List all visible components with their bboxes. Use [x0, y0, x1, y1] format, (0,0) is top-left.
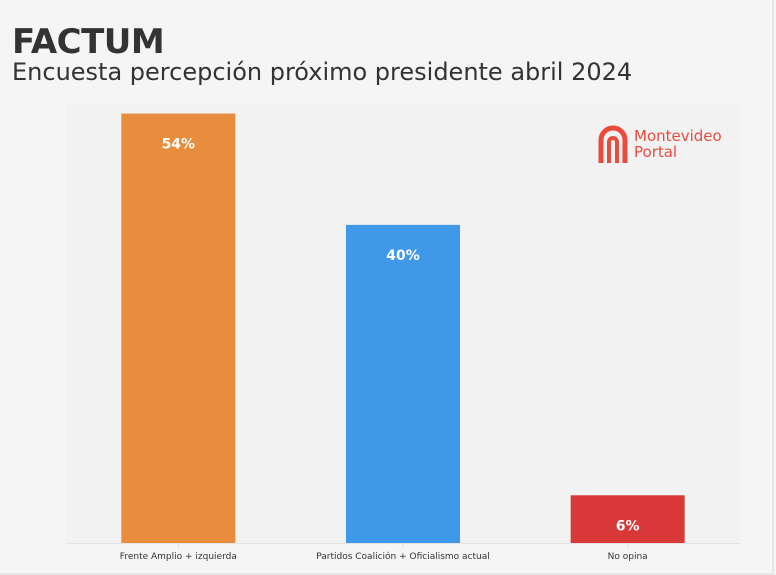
chart-title: FACTUM: [12, 22, 165, 62]
logo-line1: Montevideo: [634, 127, 722, 145]
bar: [570, 495, 685, 543]
bar: [346, 224, 460, 543]
x-tick-label: Partidos Coalición + Oficialismo actual: [316, 551, 490, 562]
chart-subtitle: Encuesta percepción próximo presidente a…: [12, 58, 633, 86]
data-label: 54%: [162, 137, 196, 153]
bar: [121, 113, 236, 543]
arch-logo-icon: [598, 125, 628, 163]
x-tick-label: No opina: [608, 552, 648, 562]
montevideo-portal-logo: Montevideo Portal: [598, 125, 722, 163]
data-label: 6%: [616, 518, 640, 534]
x-tick-label: Frente Amplio + izquierda: [120, 552, 237, 562]
data-label: 40%: [386, 248, 420, 264]
logo-line2: Portal: [634, 143, 678, 161]
